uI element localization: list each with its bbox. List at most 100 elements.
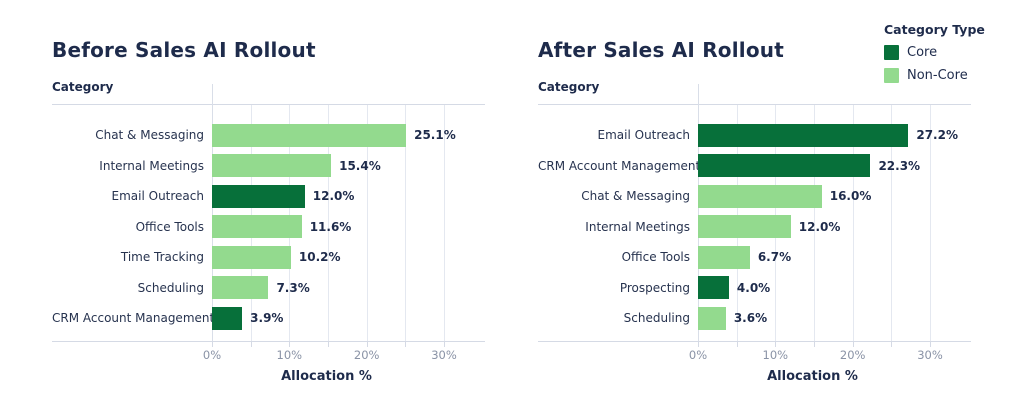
legend-item-label: Non-Core <box>907 68 968 83</box>
tick-mark <box>814 341 815 347</box>
value-label: 10.2% <box>298 250 341 265</box>
non-core-swatch-icon <box>884 68 899 83</box>
chart-after-rollout: After Sales AI Rollout Category Email Ou… <box>512 0 1024 419</box>
plot-area: Email Outreach 27.2% CRM Account Managemen… <box>538 84 971 347</box>
bar-track: 12.0% <box>212 184 485 208</box>
category-label: Internal Meetings <box>585 219 690 234</box>
bar-row: Scheduling 3.6% <box>538 303 971 334</box>
x-tick-label: 20% <box>839 348 866 362</box>
bar-row: Time Tracking 10.2% <box>52 242 485 273</box>
gridline <box>891 105 893 341</box>
legend-item-non-core: Non-Core <box>884 68 985 83</box>
value-label: 12.0% <box>312 189 355 204</box>
chart-before-rollout: Before Sales AI Rollout Category Chat & … <box>52 38 485 384</box>
tick-mark <box>405 341 407 347</box>
value-label: 25.1% <box>414 128 456 143</box>
tick-mark <box>930 341 931 347</box>
x-tick-label: 10% <box>762 348 789 362</box>
bar-row: Office Tools 6.7% <box>538 242 971 273</box>
category-label: Email Outreach <box>111 189 204 204</box>
bar-row: Office Tools 11.6% <box>52 212 485 243</box>
tick-mark <box>212 341 213 347</box>
y-axis-label: Category <box>538 80 600 94</box>
tick-mark <box>444 341 445 347</box>
bar-track: 27.2% <box>698 123 971 147</box>
bar-track: 7.3% <box>212 276 485 300</box>
value-label: 3.9% <box>250 311 284 326</box>
x-axis-label: Allocation % <box>767 369 858 384</box>
bar-non_core <box>698 215 791 239</box>
value-label: 11.6% <box>309 219 352 234</box>
tick-mark <box>736 341 738 347</box>
bar-core <box>698 154 871 178</box>
bar-row: Internal Meetings 12.0% <box>538 212 971 243</box>
tick-mark <box>891 341 893 347</box>
tick-mark <box>698 341 699 347</box>
y-axis-line <box>212 84 213 341</box>
bar-core <box>212 184 305 208</box>
category-label: Office Tools <box>621 250 690 265</box>
bar-track: 10.2% <box>212 245 485 269</box>
bar-rows: Chat & Messaging 25.1% Internal Meetings 15… <box>52 105 485 334</box>
gridline <box>814 105 815 341</box>
bar-track: 16.0% <box>698 184 971 208</box>
gridline <box>930 105 931 341</box>
bar-core <box>698 276 729 300</box>
category-label: Email Outreach <box>597 128 690 143</box>
bar-rows: Email Outreach 27.2% CRM Account Managemen… <box>538 105 971 334</box>
gridline <box>405 105 407 341</box>
value-label: 15.4% <box>339 158 381 173</box>
x-tick-label: 0% <box>202 348 222 362</box>
tick-mark <box>852 341 854 347</box>
x-tick-label: 30% <box>917 348 943 362</box>
bar-non_core <box>698 245 750 269</box>
bar-non_core <box>212 276 269 300</box>
category-label: CRM Account Management <box>52 311 215 326</box>
bar-core <box>212 306 243 330</box>
y-axis-label: Category <box>52 80 114 94</box>
category-label: Office Tools <box>135 219 204 234</box>
y-axis-line <box>698 84 699 341</box>
bar-non_core <box>698 184 822 208</box>
value-label: 16.0% <box>829 189 872 204</box>
category-label: Chat & Messaging <box>581 189 690 204</box>
bar-non_core <box>212 215 302 239</box>
value-label: 22.3% <box>878 158 921 173</box>
tick-mark <box>775 341 777 347</box>
category-label: Chat & Messaging <box>95 128 204 143</box>
bar-track: 3.6% <box>698 306 971 330</box>
value-label: 27.2% <box>916 128 958 143</box>
category-label: CRM Account Management <box>538 158 701 173</box>
bar-track: 6.7% <box>698 245 971 269</box>
bar-row: Scheduling 7.3% <box>52 273 485 304</box>
tick-mark <box>289 341 291 347</box>
value-label: 3.6% <box>733 311 768 326</box>
gridline <box>444 105 445 341</box>
bar-row: Chat & Messaging 25.1% <box>52 120 485 151</box>
bar-row: CRM Account Management 3.9% <box>52 303 485 334</box>
legend-item-core: Core <box>884 45 985 60</box>
value-label: 7.3% <box>276 280 310 295</box>
x-axis-ticks: 0% 10% 20% 30% <box>538 346 971 364</box>
x-tick-label: 30% <box>431 348 457 362</box>
bar-non_core <box>698 306 726 330</box>
bar-track: 4.0% <box>698 276 971 300</box>
x-axis-label: Allocation % <box>281 369 372 384</box>
x-axis-ticks: 0% 10% 20% 30% <box>52 346 485 364</box>
bar-track: 11.6% <box>212 215 485 239</box>
bar-track: 15.4% <box>212 154 485 178</box>
tick-mark <box>366 341 368 347</box>
bar-non_core <box>212 154 332 178</box>
value-label: 4.0% <box>736 280 771 295</box>
x-tick-label: 20% <box>353 348 380 362</box>
bar-track: 22.3% <box>698 154 971 178</box>
category-label: Scheduling <box>137 280 204 295</box>
x-tick-label: 10% <box>276 348 303 362</box>
value-label: 12.0% <box>798 219 841 234</box>
legend-title: Category Type <box>884 22 985 37</box>
gridline <box>852 105 854 341</box>
value-label: 6.7% <box>757 250 792 265</box>
x-tick-label: 0% <box>688 348 708 362</box>
bar-row: Email Outreach 12.0% <box>52 181 485 212</box>
